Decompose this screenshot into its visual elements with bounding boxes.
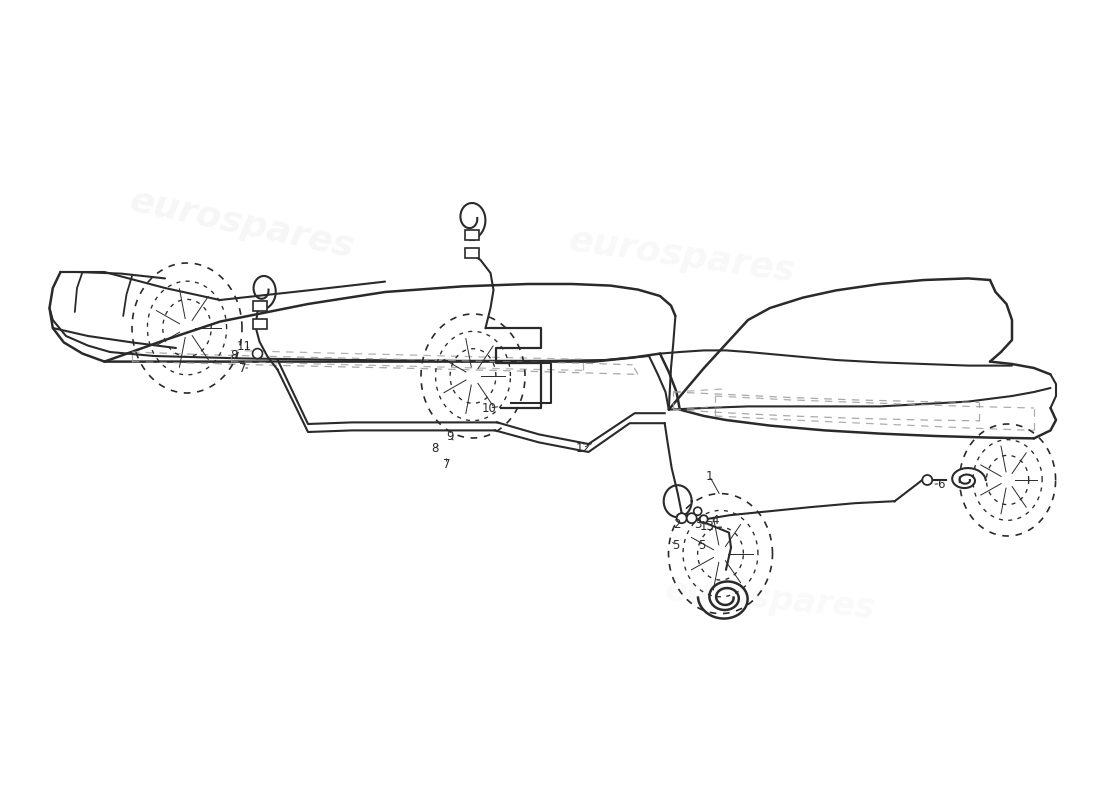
Text: 2: 2 [673,518,680,530]
Circle shape [686,514,696,523]
Text: 7: 7 [443,458,450,470]
Text: 5: 5 [672,539,679,552]
Text: 4: 4 [712,514,718,526]
Circle shape [700,515,707,523]
Circle shape [694,507,702,515]
Text: 1: 1 [706,470,713,482]
Text: 9: 9 [447,430,453,442]
Text: 10: 10 [482,402,497,414]
Text: eurospares: eurospares [566,223,798,289]
Circle shape [253,349,263,358]
Text: 5: 5 [698,539,705,552]
Text: eurospares: eurospares [663,574,877,626]
Text: 3: 3 [694,518,701,530]
Text: 11: 11 [236,340,252,353]
Circle shape [922,475,933,485]
Text: 6: 6 [937,478,944,490]
Bar [464,230,478,240]
Text: eurospares: eurospares [126,184,358,264]
Text: 12: 12 [575,442,591,454]
Bar [253,318,266,329]
Text: 8: 8 [431,442,438,454]
Bar [464,248,478,258]
Bar [253,301,266,310]
Circle shape [676,514,686,523]
Text: 13: 13 [700,520,715,533]
Text: 8: 8 [231,349,238,362]
Text: 7: 7 [240,362,246,374]
